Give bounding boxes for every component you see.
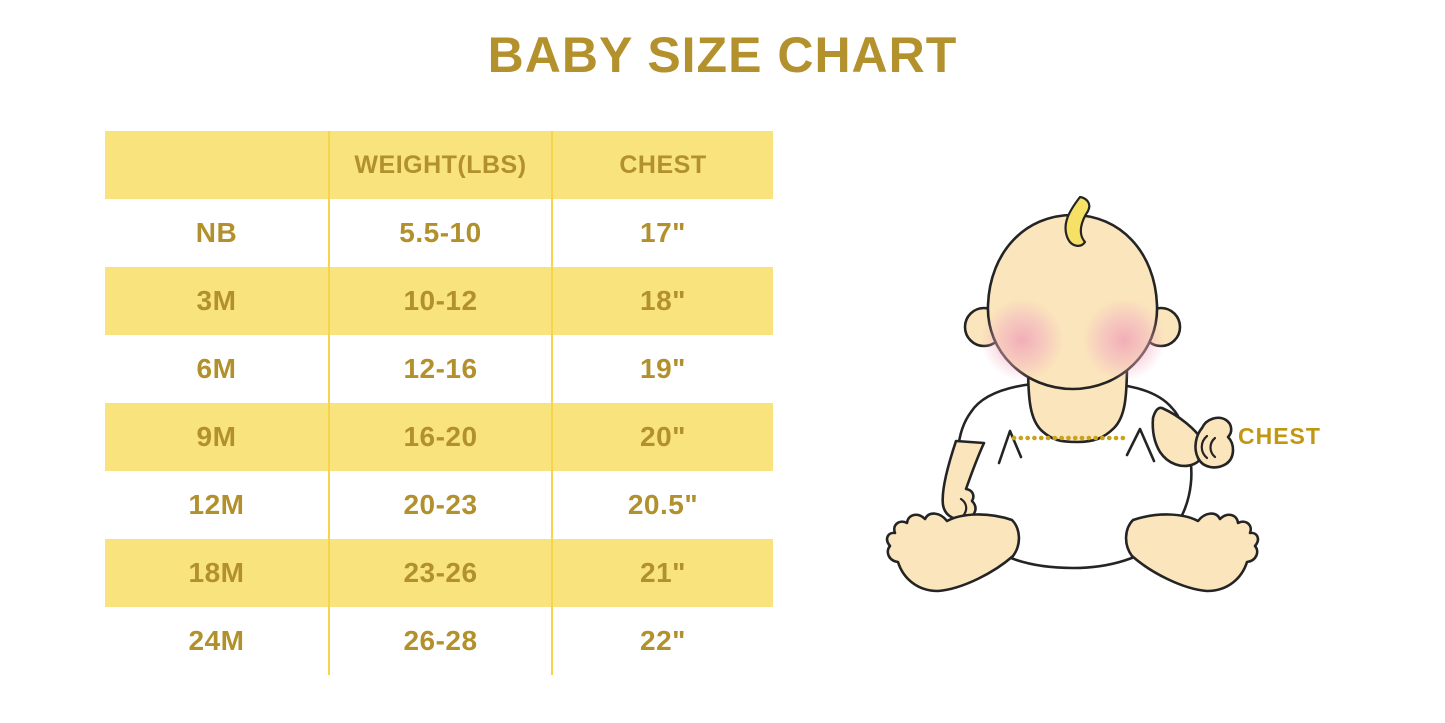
cell-size: 3M — [196, 285, 237, 316]
cell-weight: 10-12 — [328, 267, 551, 335]
table-row-24m: 24M 26-28 22" — [105, 607, 773, 675]
table-row-3m: 3M 10-12 18" — [105, 267, 773, 335]
table-row-12m: 12M 20-23 20.5" — [105, 471, 773, 539]
table-body: NB 5.5-10 17" 3M 10-12 18" 6M 12-16 19" 9M 16-20 20… — [105, 199, 773, 675]
baby-hair-tuft — [1064, 195, 1091, 247]
baby-cheek-right — [1083, 299, 1165, 381]
page-title: BABY SIZE CHART — [487, 27, 958, 83]
table-row-6m: 6M 12-16 19" — [105, 335, 773, 403]
cell-size: 18M — [188, 557, 245, 588]
cell-weight: 20-23 — [328, 471, 551, 539]
cell-weight: 23-26 — [328, 539, 551, 607]
table-row-18m: 18M 23-26 21" — [105, 539, 773, 607]
baby-leg-right — [1124, 512, 1260, 593]
cell-size: 9M — [196, 421, 237, 452]
cell-chest: 18" — [551, 267, 773, 335]
cell-weight: 16-20 — [328, 403, 551, 471]
cell-size: NB — [195, 217, 238, 248]
chest-measurement-label: CHEST — [1238, 423, 1321, 449]
table-header-row: WEIGHT(LBS) CHEST — [105, 131, 773, 199]
header-cell-chest: CHEST — [551, 131, 773, 199]
table-row-nb: NB 5.5-10 17" — [105, 199, 773, 267]
cell-weight: 12-16 — [328, 335, 551, 403]
baby-fist-knuckle-2 — [1209, 436, 1217, 459]
baby-illustration — [880, 185, 1345, 612]
cell-chest: 17" — [551, 199, 773, 267]
sleeve-notch-right — [1125, 427, 1156, 463]
cell-chest: 20.5" — [551, 471, 773, 539]
baby-cheek-left — [981, 299, 1063, 381]
table-row-9m: 9M 16-20 20" — [105, 403, 773, 471]
baby-leg-left — [885, 512, 1021, 593]
cell-chest: 19" — [551, 335, 773, 403]
cell-size: 6M — [196, 353, 237, 384]
cell-chest: 20" — [551, 403, 773, 471]
baby-fist-knuckle-1 — [1200, 434, 1209, 460]
header-cell-weight: WEIGHT(LBS) — [328, 131, 551, 199]
size-table: WEIGHT(LBS) CHEST NB 5.5-10 17" 3M 10-12 18" 6… — [105, 131, 773, 675]
cell-size: 12M — [188, 489, 245, 520]
cell-size: 24M — [188, 625, 245, 656]
cell-weight: 26-28 — [328, 607, 551, 675]
baby-fist-right — [1194, 416, 1235, 469]
header-cell-size — [105, 131, 328, 199]
cell-chest: 21" — [551, 539, 773, 607]
cell-chest: 22" — [551, 607, 773, 675]
baby-arm-left — [941, 439, 986, 521]
cell-weight: 5.5-10 — [328, 199, 551, 267]
sleeve-notch-left — [997, 429, 1023, 465]
